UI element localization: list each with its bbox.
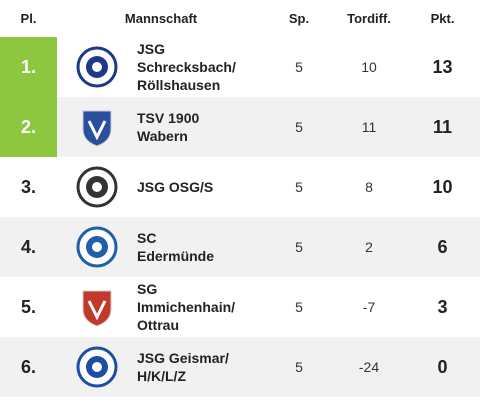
team-row: 3. JSG OSG/S 5 8 10 (0, 157, 480, 217)
team-logo (82, 290, 112, 327)
logo-cell (57, 337, 137, 397)
header-cell: Mannschaft (124, 11, 198, 26)
team-name: SC Edermünde (137, 217, 266, 277)
rank: 6. (0, 337, 57, 397)
team-row: 6. JSG Geismar/ H/K/L/Z 5 -24 0 (0, 337, 480, 397)
rank: 4. (0, 217, 57, 277)
team-row: 4. SC Edermünde 5 2 6 (0, 217, 480, 277)
goal-difference: 11 (333, 97, 406, 157)
header-cell: Sp. (288, 11, 310, 26)
table-body: 1. JSG Schrecksbach/ Röllshausen 5 10 13 2. TS… (0, 37, 480, 397)
team-name: JSG Schrecksbach/ Röllshausen (137, 41, 236, 93)
games-played: 5 (265, 97, 334, 157)
goal-difference: 8 (365, 179, 373, 195)
team-row: 5. SG Immichenhain/ Ottrau 5 -7 3 (0, 277, 480, 337)
table-header: Pl. Mannschaft Sp. Tordiff. Pkt. (0, 0, 480, 37)
team-logo (76, 346, 118, 388)
logo-cell (57, 37, 137, 97)
team-logo (76, 226, 118, 268)
points: 3 (437, 296, 448, 317)
rank: 5. (20, 296, 36, 317)
team-row: 1. JSG Schrecksbach/ Röllshausen 5 10 13 (0, 37, 480, 97)
games-played: 5 (295, 179, 303, 195)
team-name: JSG Geismar/ H/K/L/Z (137, 337, 266, 397)
team-logo (76, 166, 118, 208)
logo-cell (57, 217, 137, 277)
games-played: 5 (265, 217, 334, 277)
team-row: 2. TSV 1900 Wabern 5 11 11 (0, 97, 480, 157)
points: 11 (405, 97, 480, 157)
games-played: 5 (265, 337, 334, 397)
goal-difference: 2 (333, 217, 406, 277)
goal-difference: 10 (361, 59, 377, 75)
points: 6 (405, 217, 480, 277)
points: 10 (432, 176, 453, 197)
goal-difference: -7 (362, 299, 376, 315)
goal-difference: -24 (333, 337, 406, 397)
header-cell: Pkt. (430, 11, 455, 26)
team-logo (82, 110, 112, 147)
rank: 3. (20, 176, 36, 197)
rank: 2. (0, 97, 57, 157)
team-name: TSV 1900 Wabern (137, 97, 266, 157)
games-played: 5 (295, 299, 303, 315)
logo-cell (57, 157, 137, 217)
points: 0 (405, 337, 480, 397)
points: 13 (432, 56, 453, 77)
rank: 1. (0, 37, 57, 97)
team-name: SG Immichenhain/ Ottrau (137, 281, 236, 333)
header-cell: Pl. (20, 11, 37, 26)
team-logo (76, 46, 118, 88)
logo-cell (57, 277, 137, 337)
header-row: Pl. Mannschaft Sp. Tordiff. Pkt. (0, 0, 480, 37)
header-cell: Tordiff. (347, 11, 391, 26)
games-played: 5 (295, 59, 303, 75)
team-name: JSG OSG/S (137, 179, 214, 195)
logo-cell (57, 97, 137, 157)
